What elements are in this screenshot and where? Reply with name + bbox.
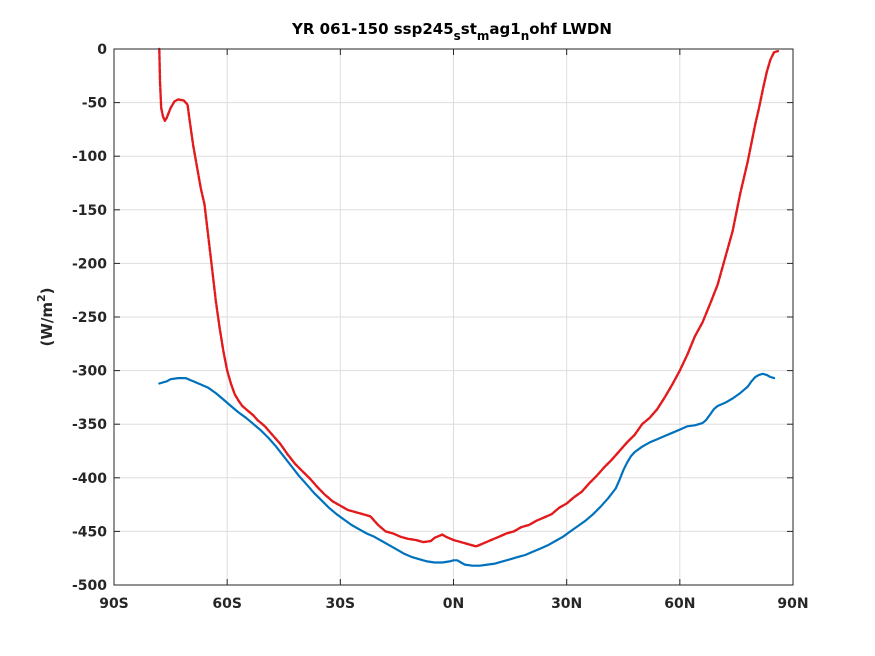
x-tick-label: 60N	[664, 596, 695, 612]
y-tick-label: -250	[72, 310, 107, 326]
y-tick-label: -400	[72, 471, 107, 487]
y-tick-label: -500	[72, 578, 107, 594]
y-tick-label: -150	[72, 203, 107, 219]
y-axis-label-superscript: 2	[35, 294, 48, 302]
y-axis-label: (W/m2)	[35, 287, 56, 346]
x-tick-label: 30S	[326, 596, 356, 612]
x-tick-label: 90S	[99, 596, 129, 612]
y-tick-label: -450	[72, 524, 107, 540]
y-tick-labels: 0 -50 -100 -150 -200 -250 -300 -350 -400 -450 -500	[72, 42, 107, 594]
chart-title: YR 061-150 ssp245sstmag1nohf LWDN	[291, 20, 612, 43]
title-subscript-m: m	[477, 29, 490, 43]
series-line-1	[158, 372, 776, 567]
y-tick-label: -300	[72, 364, 107, 380]
y-tick-label: -200	[72, 256, 107, 272]
x-tick-label: 0N	[443, 596, 464, 612]
y-tick-label: -100	[72, 149, 107, 165]
title-subscript-s: s	[454, 29, 461, 43]
x-tick-label: 90N	[777, 596, 808, 612]
series-line-0	[158, 47, 780, 548]
series-layer	[158, 47, 780, 567]
x-tick-label: 30N	[551, 596, 582, 612]
y-tick-label: -50	[82, 96, 108, 112]
y-tick-label: 0	[97, 42, 107, 58]
y-tick-label: -350	[72, 417, 107, 433]
title-subscript-n: n	[521, 29, 530, 43]
x-tick-labels: 90S 60S 30S 0N 30N 60N 90N	[99, 596, 808, 612]
x-tick-label: 60S	[212, 596, 242, 612]
tick-marks	[113, 48, 794, 586]
